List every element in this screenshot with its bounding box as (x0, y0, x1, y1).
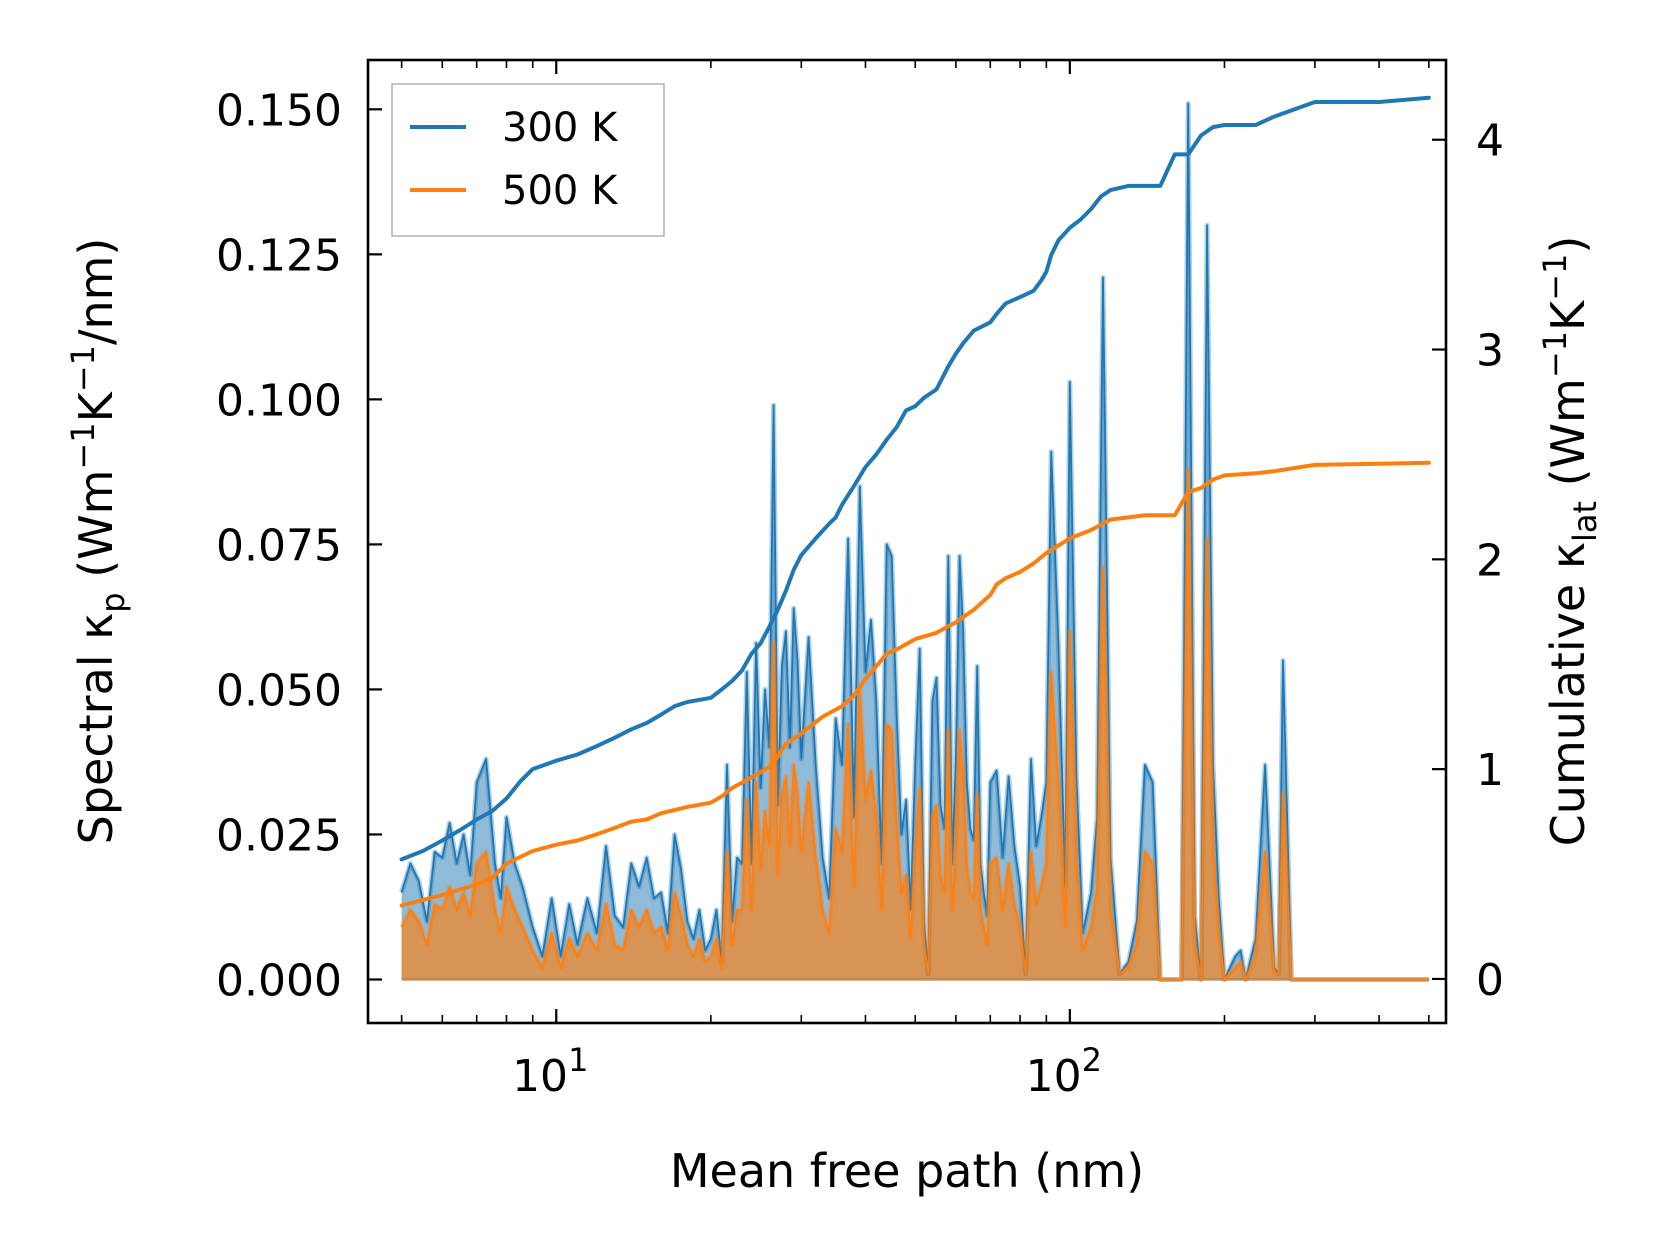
axis-ticks: 0.000 0.025 0.050 0.075 0.100 0.125 0.150 0 1 2 3 4… (216, 60, 1504, 1102)
y-left-label-units: (Wm (69, 470, 123, 593)
y-right-label-exp2: −1 (1536, 254, 1574, 301)
y-left-tick-label: 0.100 (216, 375, 342, 426)
cumulative-line-300k (399, 95, 1431, 862)
y-right-label-sub: lat (1566, 501, 1604, 542)
x-tick-label: 101 (512, 1041, 588, 1102)
y-left-label-exp1: −1 (64, 422, 102, 469)
spectral-fill-500k (401, 469, 1429, 980)
x-tick-base: 10 (1026, 1051, 1082, 1102)
cumulative-line-500k (399, 460, 1431, 908)
y-right-tick-label: 3 (1476, 326, 1504, 377)
y-right-label-tail: ) (1541, 236, 1595, 254)
y-left-label-exp2: −1 (64, 345, 102, 392)
y-right-axis-label: Cumulative κlat (Wm−1K−1) (1536, 236, 1604, 847)
spectral-fill-300k (401, 103, 1429, 980)
legend: 300 K 500 K (391, 83, 665, 237)
y-left-tick-label: 0.125 (216, 230, 342, 281)
y-left-label-k: K (69, 390, 123, 422)
x-tick-base: 10 (512, 1051, 568, 1102)
y-left-tick-label: 0.025 (216, 810, 342, 861)
y-right-tick-label: 1 (1476, 745, 1504, 796)
y-left-label-tail: /nm) (69, 238, 123, 345)
spectral-line-500k (400, 468, 1429, 981)
y-right-tick-label: 2 (1476, 535, 1504, 586)
x-tick-exponent: 1 (568, 1041, 588, 1079)
x-axis-label: Mean free path (nm) (670, 1144, 1144, 1198)
y-right-tick-label: 0 (1476, 955, 1504, 1006)
cumulative-line-layer (399, 95, 1431, 908)
y-right-label-units: (Wm (1541, 378, 1595, 501)
y-left-tick-label: 0.075 (216, 520, 342, 571)
y-left-axis-label: Spectral κp (Wm−1K−1/nm) (64, 238, 132, 845)
spectral-line-layer (399, 101, 1429, 982)
y-right-label-k: K (1541, 299, 1595, 331)
y-left-tick-label: 0.150 (216, 85, 342, 136)
legend-box (391, 83, 665, 237)
y-right-label-exp1: −1 (1536, 331, 1574, 378)
y-left-label-sub: p (94, 592, 132, 612)
spectral-fill-layer (401, 103, 1429, 980)
legend-label-300k: 300 K (502, 105, 619, 151)
plot-frame (366, 58, 1448, 1025)
x-tick-exponent: 2 (1082, 1041, 1102, 1079)
legend-label-500k: 500 K (502, 168, 619, 214)
y-right-tick-label: 4 (1476, 116, 1504, 167)
y-left-tick-label: 0.000 (216, 955, 342, 1006)
x-tick-label: 102 (1026, 1041, 1102, 1102)
y-left-tick-label: 0.050 (216, 665, 342, 716)
spectral-line-300k (400, 102, 1429, 981)
y-left-label-main: Spectral κ (69, 613, 123, 845)
y-right-label-main: Cumulative κ (1541, 542, 1595, 846)
